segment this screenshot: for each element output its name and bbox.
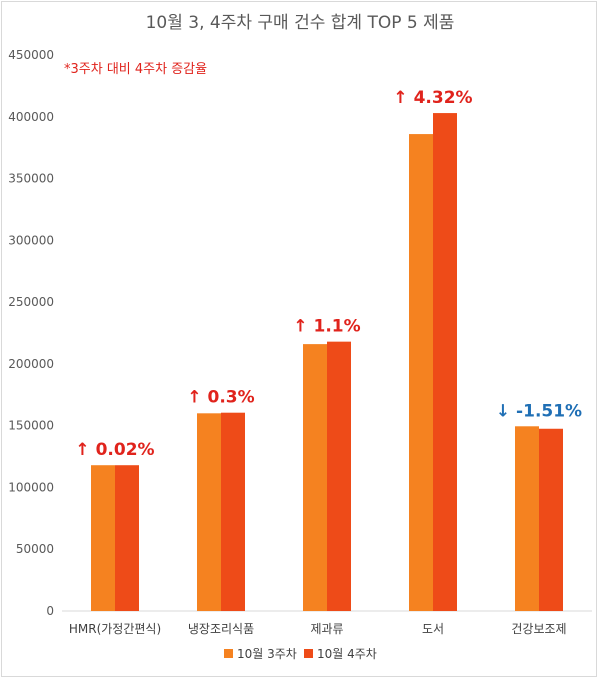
y-tick-label: 0 (46, 604, 54, 618)
bar-week3 (515, 426, 539, 611)
bar-week3 (91, 465, 115, 611)
category-label: HMR(가정간편식) (69, 622, 161, 636)
bar-week4 (221, 412, 245, 611)
legend: 10월 3주차 10월 4주차 (224, 647, 377, 661)
y-tick-label: 450000 (8, 48, 54, 62)
y-tick-label: 250000 (8, 295, 54, 309)
bar-week4 (327, 341, 351, 611)
y-axis: 0 50000 100000 150000 200000 250000 300000 3500… (8, 48, 54, 618)
category-label: 제과류 (310, 622, 343, 636)
y-tick-label: 100000 (8, 480, 54, 494)
legend-label: 10월 3주차 (237, 647, 297, 661)
y-tick-label: 350000 (8, 172, 54, 186)
y-tick-label: 150000 (8, 419, 54, 433)
legend-label: 10월 4주차 (317, 647, 377, 661)
bars-group (91, 113, 563, 612)
bar-week3 (409, 134, 433, 611)
chart-note: *3주차 대비 4주차 증감율 (64, 62, 207, 77)
category-label: 냉장조리식품 (188, 622, 254, 636)
y-tick-label: 300000 (8, 233, 54, 247)
bar-week3 (197, 413, 221, 611)
bar-week4 (115, 465, 139, 611)
bar-week3 (303, 344, 327, 611)
legend-swatch (224, 649, 233, 658)
y-tick-label: 50000 (16, 542, 54, 556)
change-annotation: ↑ 0.02% (75, 440, 154, 460)
chart-title: 10월 3, 4주차 구매 건수 합계 TOP 5 제품 (146, 13, 455, 33)
change-annotation: ↓ -1.51% (496, 401, 582, 421)
y-tick-label: 400000 (8, 110, 54, 124)
category-label: 도서 (422, 622, 444, 636)
bar-week4 (433, 113, 457, 612)
bar-week4 (539, 428, 563, 611)
y-tick-label: 200000 (8, 357, 54, 371)
annotations-group: ↑ 0.02% ↑ 0.3% ↑ 1.1% ↑ 4.32% ↓ -1.51% (75, 88, 582, 460)
change-annotation: ↑ 4.32% (393, 88, 472, 108)
legend-swatch (304, 649, 313, 658)
change-annotation: ↑ 0.3% (187, 388, 254, 408)
x-axis: HMR(가정간편식) 냉장조리식품 제과류 도서 건강보조제 (69, 622, 567, 636)
category-label: 건강보조제 (511, 622, 566, 636)
change-annotation: ↑ 1.1% (293, 317, 360, 337)
